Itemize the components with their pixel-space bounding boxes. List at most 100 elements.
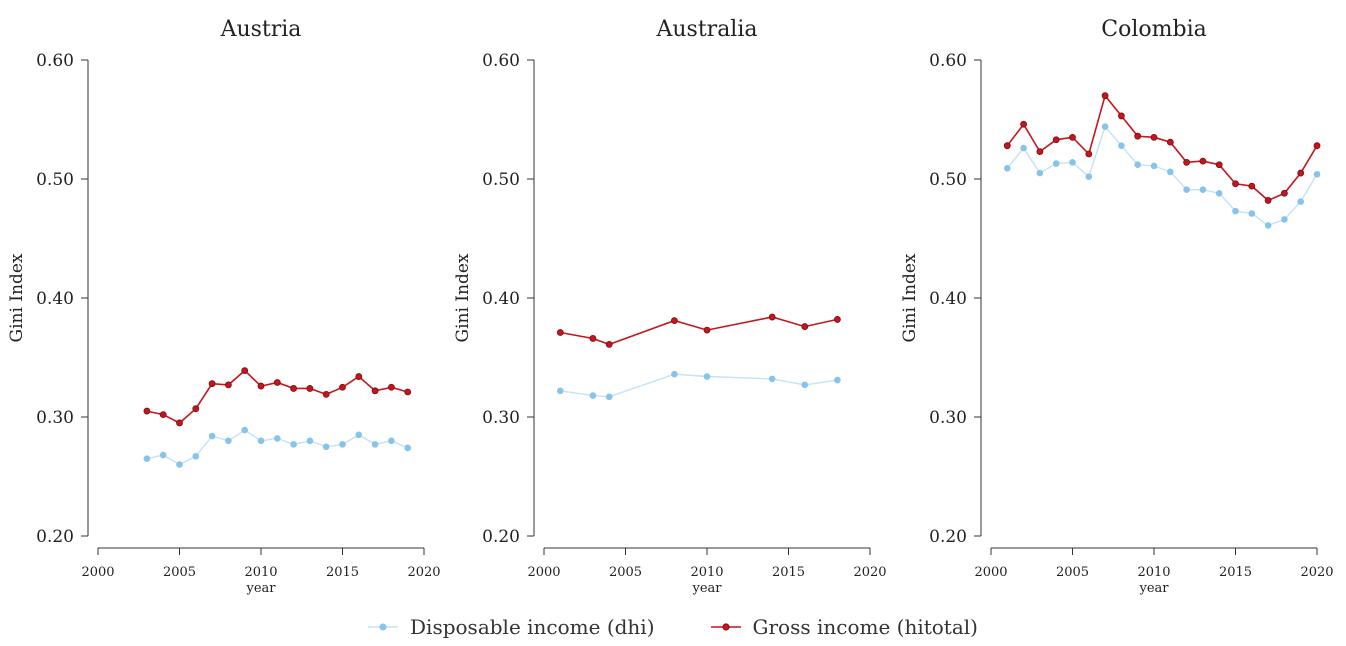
data-point-hitotal [801,323,809,330]
data-point-dhi [143,455,151,462]
data-point-dhi [1118,142,1125,149]
data-point-hitotal [1297,169,1305,177]
data-point-dhi [834,376,841,384]
data-point-dhi [1052,160,1060,167]
data-point-dhi [1232,207,1239,215]
data-point-dhi [1183,186,1190,194]
data-point-dhi [1085,173,1093,180]
data-point-dhi [703,373,711,380]
legend-item-hitotal: Gross income (hitotal) [710,615,978,639]
data-point-dhi [322,443,330,451]
data-point-dhi [1134,161,1141,169]
data-point-hitotal [306,385,314,392]
y-tick-label: 0.30 [929,408,967,428]
data-point-dhi [1264,222,1272,229]
data-point-dhi [306,437,314,445]
data-point-hitotal [176,419,183,427]
y-axis-label: Gini Index [900,253,920,342]
data-point-dhi [1069,159,1076,166]
y-tick-label: 0.50 [36,170,74,190]
data-point-dhi [274,435,281,442]
x-tick-label: 2015 [772,565,805,580]
y-tick-label: 0.40 [36,289,74,309]
data-point-dhi [1020,144,1027,152]
data-point-hitotal [1264,197,1272,204]
x-tick-label: 2010 [244,565,277,580]
x-tick-label: 2000 [527,565,560,580]
data-point-dhi [290,441,297,448]
x-tick-label: 2005 [1056,565,1089,580]
data-point-hitotal [241,367,249,374]
x-tick-label: 2015 [1219,565,1252,580]
data-point-hitotal [1183,158,1190,166]
chart-title: Austria [220,17,302,42]
chart-title: Australia [655,17,757,42]
y-tick-label: 0.30 [36,408,74,428]
data-point-hitotal [589,335,597,342]
data-point-dhi [1150,162,1158,170]
x-tick-label: 2020 [853,565,886,580]
data-point-dhi [388,437,395,445]
data-point-hitotal [834,316,841,323]
data-point-hitotal [208,380,216,388]
data-point-hitotal [1036,148,1044,156]
data-point-hitotal [224,381,232,389]
data-point-dhi [355,431,363,439]
x-tick-label: 2000 [81,565,114,580]
chart-panel-0: Austria 0.20 0.30 0.40 0.50 0.60 Gini Index 200… [7,17,441,596]
y-axis-label: Gini Index [453,253,473,342]
y-tick-label: 0.60 [482,51,520,71]
y-tick-label: 0.20 [482,527,520,547]
legend-label-dhi: Disposable income (dhi) [410,615,655,639]
data-point-hitotal [703,326,711,334]
legend-swatch-hitotal [710,623,741,631]
data-point-dhi [1313,170,1321,178]
series-line-hitotal [146,369,408,424]
data-point-hitotal [1020,120,1027,128]
y-tick-label: 0.30 [482,408,520,428]
chart-panel-2: Colombia 0.20 0.30 0.40 0.50 0.60 Gini Index 20… [900,17,1334,596]
x-tick-label: 2015 [326,565,359,580]
data-point-hitotal [159,411,167,419]
x-tick-label: 2010 [690,565,723,580]
data-point-dhi [176,461,183,468]
x-tick-label: 2005 [163,565,196,580]
data-point-hitotal [671,317,678,325]
data-point-dhi [1101,123,1109,130]
data-point-hitotal [290,385,298,392]
data-point-dhi [192,452,200,460]
data-point-hitotal [143,407,151,415]
y-tick-label: 0.40 [929,289,967,309]
data-point-hitotal [192,405,200,413]
y-tick-label: 0.20 [36,527,74,547]
data-point-dhi [1215,189,1223,197]
data-point-dhi [208,432,216,440]
data-point-dhi [257,437,265,445]
series-line-hitotal [1006,93,1318,202]
data-point-dhi [1297,198,1304,205]
data-point-dhi [159,451,167,459]
data-point-hitotal [556,329,564,336]
data-point-dhi [371,441,379,448]
data-point-dhi [1036,169,1044,177]
x-tick-label: 2010 [1137,565,1170,580]
data-point-dhi [557,387,564,395]
x-tick-label: 2005 [609,565,642,580]
data-point-hitotal [387,383,395,391]
data-point-hitotal [1085,150,1093,158]
y-tick-label: 0.60 [929,51,967,71]
y-axis-label: Gini Index [7,253,27,342]
y-tick-label: 0.20 [929,527,967,547]
y-tick-label: 0.40 [482,289,520,309]
data-point-dhi [339,441,346,448]
legend-label-hitotal: Gross income (hitotal) [752,615,978,639]
data-point-dhi [671,370,678,378]
data-point-hitotal [1134,132,1142,140]
y-tick-label: 0.60 [36,51,74,71]
x-tick-label: 2020 [1300,565,1333,580]
legend: Disposable income (dhi) Gross income (hi… [0,612,1346,642]
y-tick-label: 0.50 [929,170,967,190]
data-point-hitotal [1052,136,1060,144]
data-point-dhi [589,392,597,399]
